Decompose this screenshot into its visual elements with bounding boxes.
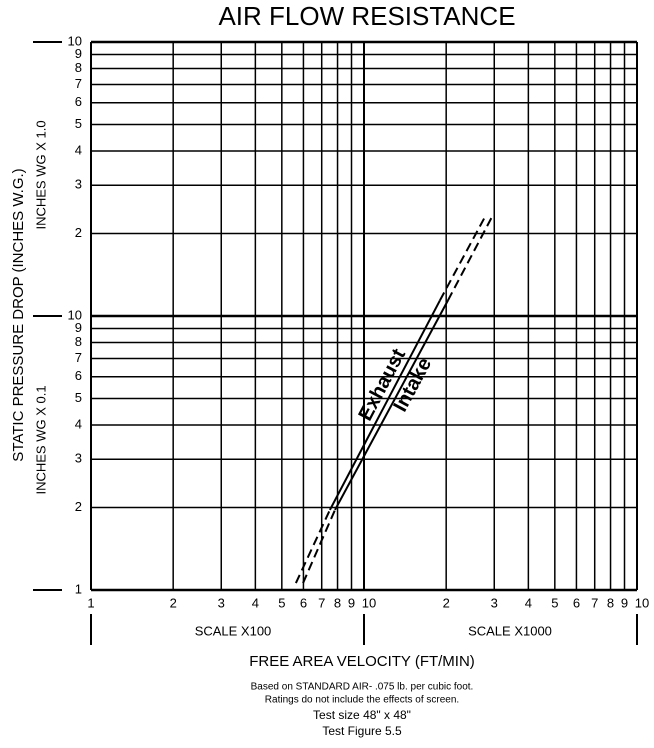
- y-tick-label: 3: [75, 177, 82, 192]
- chart-title: AIR FLOW RESISTANCE: [218, 1, 515, 31]
- y-tick-label: 8: [75, 60, 82, 75]
- x-tick-label: 5: [551, 595, 558, 610]
- x-tick-label: 7: [318, 595, 325, 610]
- series-line: [447, 214, 494, 301]
- x-tick-label: 9: [621, 595, 628, 610]
- note: Based on STANDARD AIR- .075 lb. per cubi…: [251, 682, 474, 693]
- x-scale-label: SCALE X1000: [468, 623, 552, 638]
- y-tick-label: 7: [75, 76, 82, 91]
- series-line: [302, 509, 336, 584]
- y-tick-label: 6: [75, 368, 82, 383]
- x-tick-label: 9: [348, 595, 355, 610]
- y-tick-label: 10: [68, 33, 82, 48]
- y-tick-label: 9: [75, 320, 82, 335]
- x-tick-label: 3: [491, 595, 498, 610]
- x-tick-label: 3: [218, 595, 225, 610]
- x-tick-label: 4: [252, 595, 259, 610]
- y-tick-label: 9: [75, 46, 82, 61]
- y-tick-label: 4: [75, 416, 82, 431]
- x-tick-label: 1: [87, 595, 94, 610]
- y-tick-label: 3: [75, 451, 82, 466]
- y-tick-label: 8: [75, 334, 82, 349]
- y-scale-label: INCHES WG X 0.1: [33, 385, 48, 494]
- series-line: [439, 214, 487, 301]
- x-tick-label: 10: [362, 595, 376, 610]
- x-tick-label: 10: [635, 595, 649, 610]
- x-tick-label: 5: [278, 595, 285, 610]
- series-line: [329, 299, 441, 511]
- x-tick-label: 2: [443, 595, 450, 610]
- y-tick-label: 7: [75, 350, 82, 365]
- y-tick-label: 4: [75, 142, 82, 157]
- x-tick-label: 6: [300, 595, 307, 610]
- series-line: [334, 299, 449, 511]
- y-tick-label: 1: [75, 581, 82, 596]
- x-scale-label: SCALE X100: [195, 623, 272, 638]
- y-tick-label: 5: [75, 390, 82, 405]
- x-tick-label: 8: [607, 595, 614, 610]
- note: Test size 48" x 48": [313, 708, 411, 722]
- x-tick-label: 4: [525, 595, 532, 610]
- x-tick-label: 7: [591, 595, 598, 610]
- y-tick-label: 10: [68, 307, 82, 322]
- y-axis-label: STATIC PRESSURE DROP (INCHES W.G.): [10, 168, 27, 461]
- y-scale-label: INCHES WG X 1.0: [33, 120, 48, 229]
- x-tick-label: 8: [334, 595, 341, 610]
- note: Ratings do not include the effects of sc…: [265, 695, 459, 706]
- y-tick-label: 2: [75, 225, 82, 240]
- y-tick-label: 2: [75, 499, 82, 514]
- y-tick-label: 6: [75, 94, 82, 109]
- x-axis-label: FREE AREA VELOCITY (FT/MIN): [249, 653, 475, 670]
- x-tick-label: 2: [170, 595, 177, 610]
- series-line: [294, 509, 331, 584]
- y-tick-label: 5: [75, 116, 82, 131]
- x-tick-label: 6: [573, 595, 580, 610]
- note: Test Figure 5.5: [322, 724, 402, 738]
